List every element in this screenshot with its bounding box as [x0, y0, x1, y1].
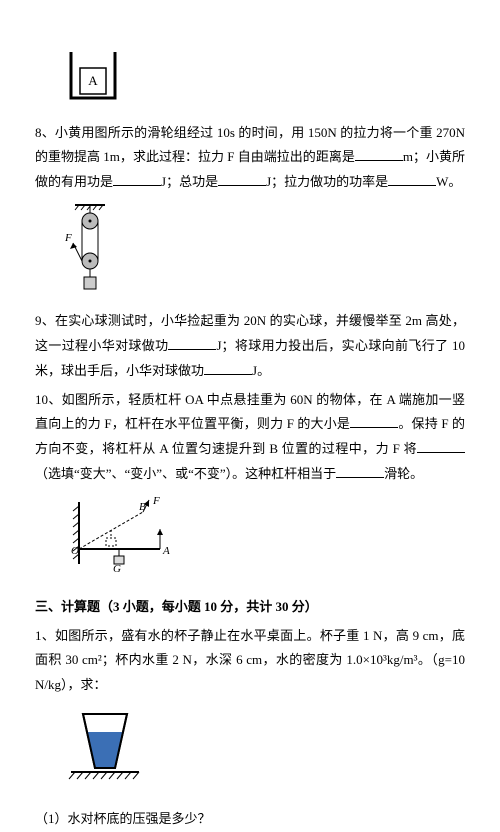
question-10: 10、如图所示，轻质杠杆 OA 中点悬挂重为 60N 的物体，在 A 端施加一竖…: [35, 388, 465, 487]
q9-blank-2: [204, 361, 252, 375]
section-3-title: 三、计算题（3 小题，每小题 10 分，共计 30 分）: [35, 595, 465, 620]
q9-unit-b: J。: [252, 363, 270, 378]
cup-svg: [65, 706, 145, 791]
question-8: 8、小黄用图所示的滑轮组经过 10s 的时间，用 150N 的拉力将一个重 27…: [35, 121, 465, 195]
q10-blank-2: [417, 439, 465, 453]
q10-unit-c: 滑轮。: [384, 466, 423, 481]
q8-unit-c: J；拉力做功的功率是: [266, 174, 388, 189]
container-svg: A: [65, 48, 121, 104]
q10-unit-b: （选填“变大”、“变小”、或“不变”）。这种杠杆相当于: [35, 466, 336, 481]
q9-blank-1: [168, 336, 216, 350]
q8-blank-3: [218, 172, 266, 186]
figure-container-block: A: [65, 48, 465, 113]
lever-o: O: [71, 545, 79, 557]
figure-cup: [65, 706, 465, 800]
lever-f: F: [152, 495, 160, 507]
question-3-1: 1、如图所示，盛有水的杯子静止在水平桌面上。杯子重 1 N，高 9 cm，底面积…: [35, 624, 465, 698]
q8-blank-4: [388, 172, 436, 186]
figure-pulley: F: [65, 203, 465, 302]
lever-svg: O A B F G: [65, 494, 185, 574]
q8-unit-d: W。: [436, 174, 461, 189]
figure-lever: O A B F G: [65, 494, 465, 583]
pulley-f-label: F: [65, 232, 72, 244]
question-9: 9、在实心球测试时，小华捡起重为 20N 的实心球，并缓慢举至 2m 高处，这一…: [35, 309, 465, 383]
q8-unit-b: J；总功是: [161, 174, 218, 189]
question-3-1-sub1: （1）水对杯底的压强是多少？: [35, 807, 465, 832]
lever-g: G: [113, 563, 121, 574]
lever-a: A: [162, 545, 170, 557]
q10-blank-3: [336, 464, 384, 478]
q8-blank-2: [113, 172, 161, 186]
pulley-svg: F: [65, 203, 115, 293]
block-a-label: A: [88, 73, 98, 88]
q10-blank-1: [350, 414, 398, 428]
lever-b: B: [139, 501, 146, 513]
q8-blank-1: [355, 147, 403, 161]
